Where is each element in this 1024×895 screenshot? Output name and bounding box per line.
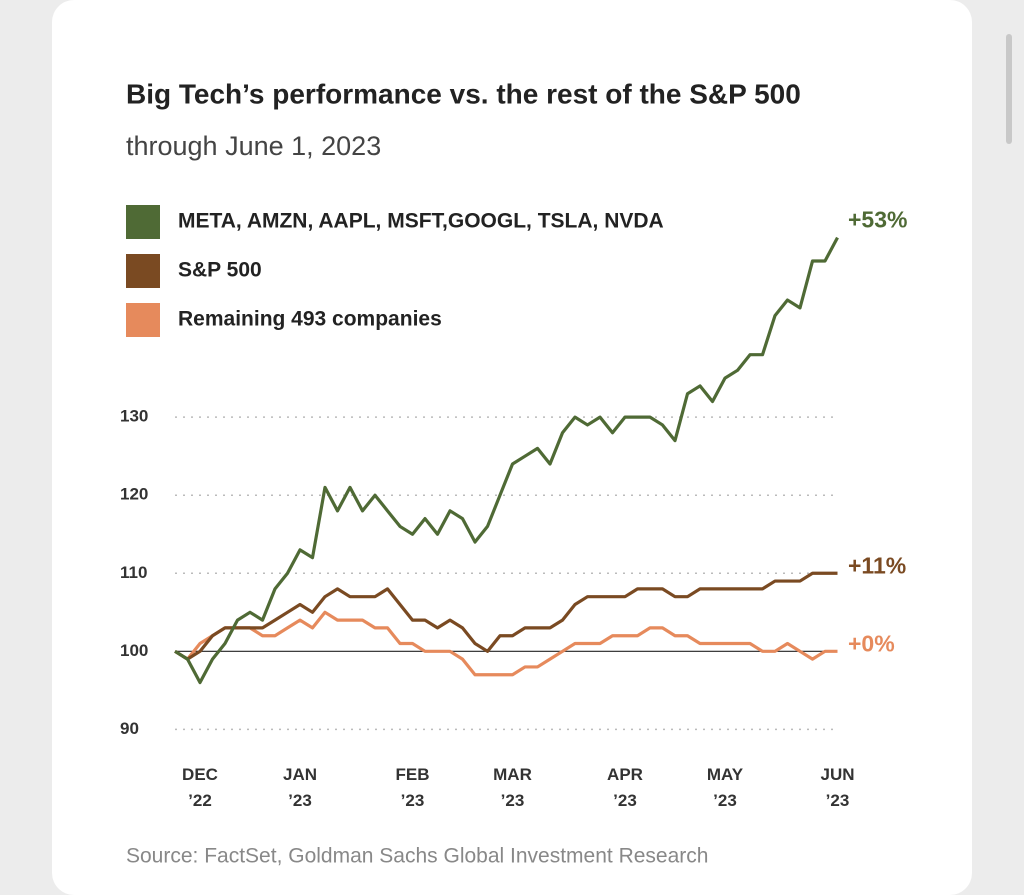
end-label: +11% xyxy=(848,552,906,578)
x-tick-label: MAY ’23 xyxy=(706,765,744,810)
line xyxy=(174,610,838,677)
x-tick-label: FEB ’23 xyxy=(395,765,430,810)
card xyxy=(52,0,972,895)
legend-swatch xyxy=(126,205,160,239)
end-label: +53% xyxy=(848,207,907,233)
legend-label: S&P 500 xyxy=(178,259,262,282)
legend-label: META, AMZN, AAPL, MSFT,GOOGL, TSLA, NVDA xyxy=(178,210,664,233)
source: Source: FactSet, Goldman Sachs Global In… xyxy=(126,845,708,868)
y-tick-label: 90 xyxy=(120,719,139,738)
legend-swatch xyxy=(126,303,160,337)
scrollbar[interactable] xyxy=(1006,34,1012,144)
chart-subtitle: through June 1, 2023 xyxy=(126,131,381,161)
x-tick-label: MAR ’23 xyxy=(493,765,532,810)
y-tick-label: 120 xyxy=(120,485,148,504)
x-tick-label: APR ’23 xyxy=(607,765,643,810)
legend-swatch xyxy=(126,254,160,288)
x-tick-label: DEC ’22 xyxy=(182,765,218,810)
line xyxy=(174,571,838,661)
line xyxy=(174,236,839,685)
end-label: +0% xyxy=(848,630,895,656)
x-tick-label: JAN ’23 xyxy=(282,765,317,810)
legend-label: Remaining 493 companies xyxy=(178,308,442,331)
y-tick-label: 110 xyxy=(120,563,147,582)
y-tick-label: 130 xyxy=(120,407,148,426)
x-tick-label: JUN ’23 xyxy=(820,765,855,810)
y-tick-label: 100 xyxy=(120,641,148,660)
chart-title: Big Tech’s performance vs. the rest of t… xyxy=(126,78,801,109)
